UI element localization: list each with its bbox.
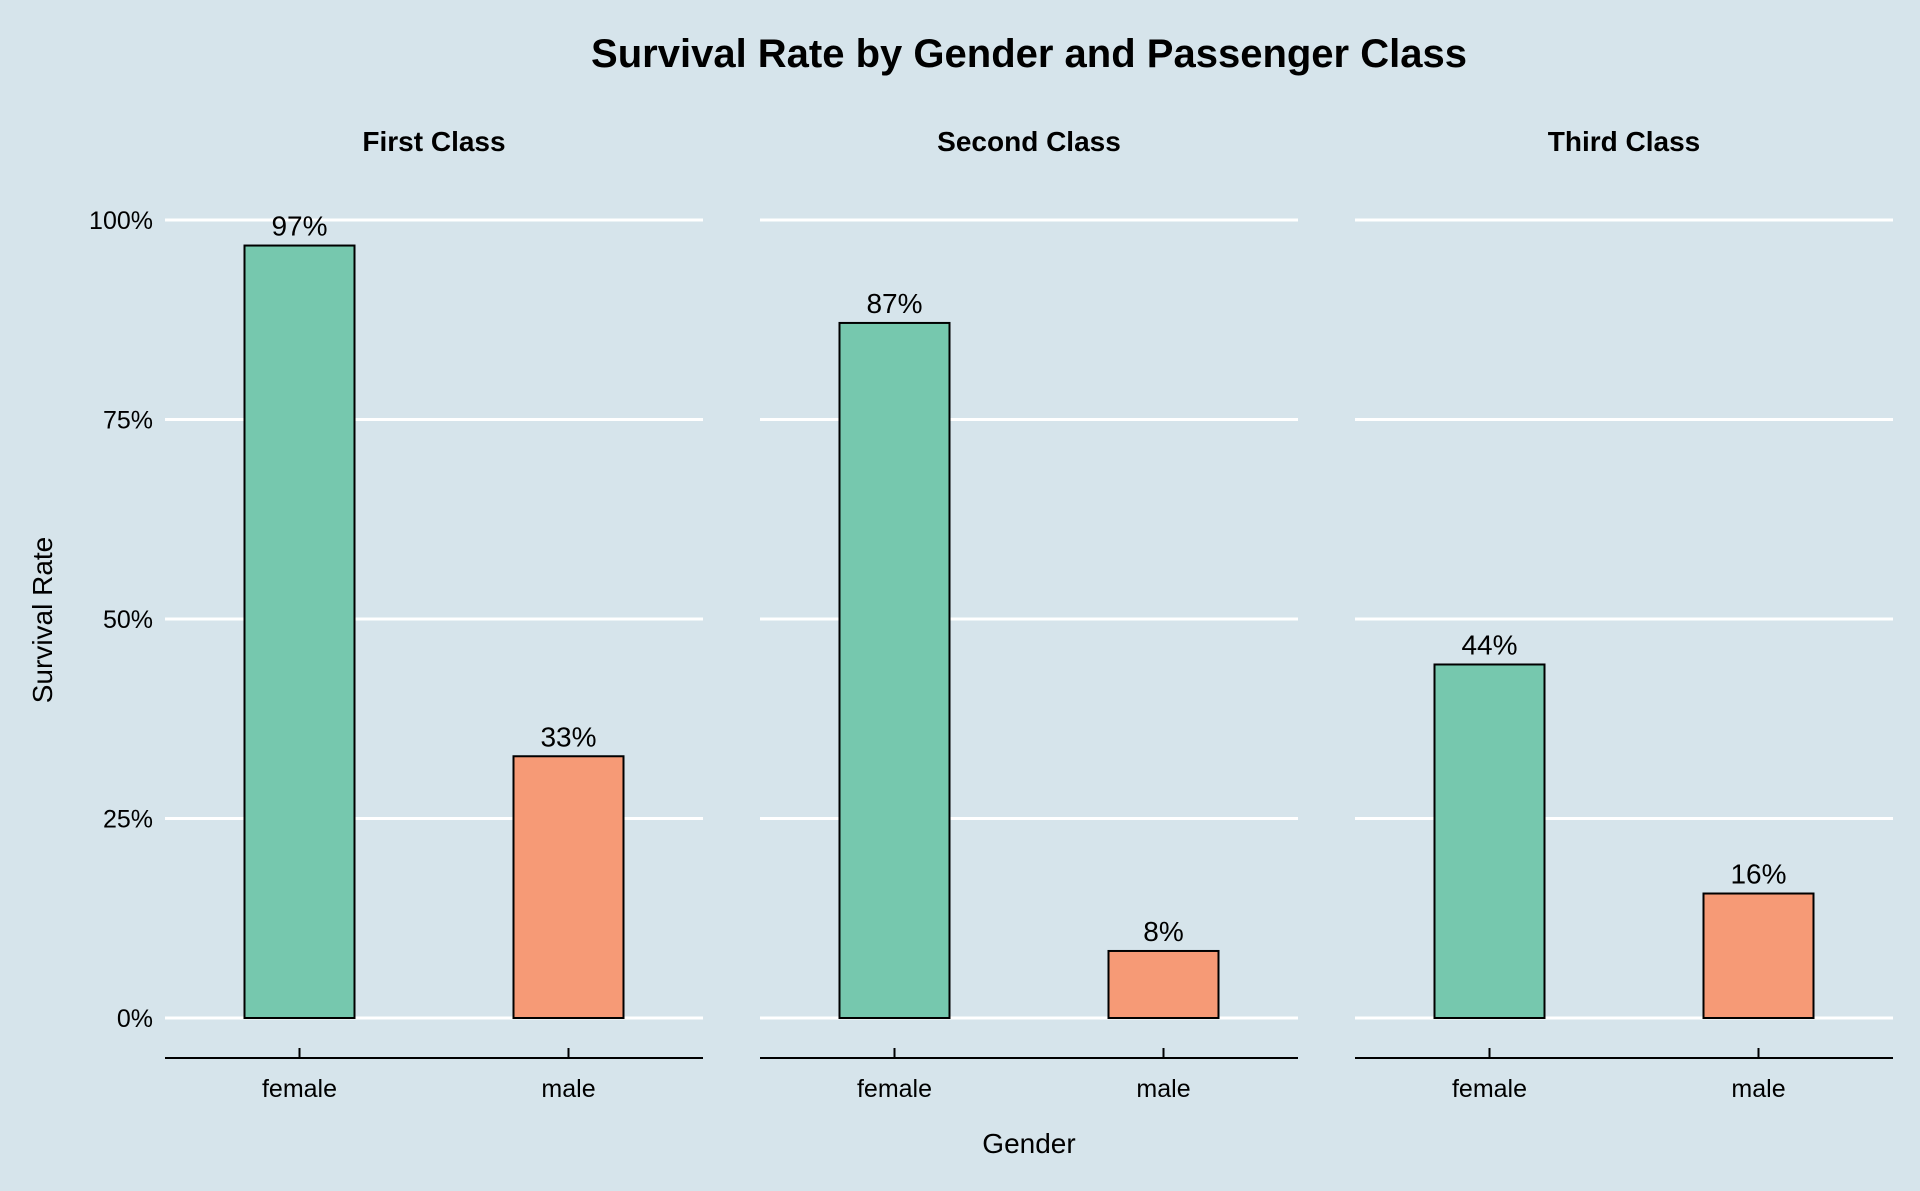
facet-title: First Class bbox=[362, 126, 505, 157]
data-label: 44% bbox=[1461, 629, 1517, 660]
facet-title: Third Class bbox=[1548, 126, 1700, 157]
y-tick-label: 25% bbox=[103, 806, 153, 834]
bar-male bbox=[1702, 892, 1815, 1020]
facet-panel: Third Class 44% female 16% male bbox=[1355, 126, 1893, 1103]
x-tick-label: female bbox=[262, 1075, 337, 1103]
facets-group: First Class 0% 25% 50% 75% 100% 97% female 33% ma… bbox=[89, 126, 1893, 1103]
data-label: 33% bbox=[540, 721, 596, 752]
y-tick-label: 100% bbox=[89, 207, 153, 235]
chart-title: Survival Rate by Gender and Passenger Cl… bbox=[591, 32, 1467, 76]
facet-title: Second Class bbox=[937, 126, 1121, 157]
data-label: 97% bbox=[271, 211, 327, 242]
x-tick-label: male bbox=[541, 1075, 595, 1103]
bar-female bbox=[1433, 663, 1546, 1020]
y-tick-label: 50% bbox=[103, 606, 153, 634]
bar-male bbox=[512, 755, 625, 1019]
x-tick-label: male bbox=[1731, 1075, 1785, 1103]
x-axis-label: Gender bbox=[982, 1128, 1075, 1159]
data-label: 8% bbox=[1143, 916, 1183, 947]
data-label: 16% bbox=[1730, 859, 1786, 890]
x-tick-label: male bbox=[1136, 1075, 1190, 1103]
y-tick-label: 0% bbox=[117, 1005, 153, 1033]
bar-female bbox=[243, 244, 356, 1019]
y-tick-label: 75% bbox=[103, 407, 153, 435]
data-label: 87% bbox=[866, 288, 922, 319]
x-tick-label: female bbox=[857, 1075, 932, 1103]
bar-female bbox=[838, 321, 951, 1019]
y-axis-label: Survival Rate bbox=[27, 537, 58, 704]
bar-male bbox=[1107, 949, 1220, 1020]
facet-panel: First Class 0% 25% 50% 75% 100% 97% female 33% ma… bbox=[89, 126, 703, 1103]
facet-panel: Second Class 87% female 8% male bbox=[760, 126, 1298, 1103]
x-tick-label: female bbox=[1452, 1075, 1527, 1103]
